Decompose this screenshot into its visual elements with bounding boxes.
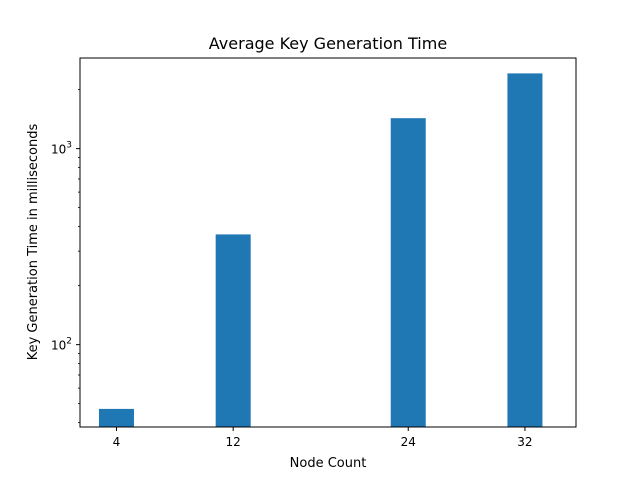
x-tick-label: 4	[113, 435, 121, 449]
bars-layer	[98, 73, 543, 428]
chart-title: Average Key Generation Time	[209, 34, 447, 53]
x-tick-label: 12	[226, 435, 241, 449]
bar-4	[98, 408, 134, 427]
x-tick-label: 32	[517, 435, 532, 449]
y-axis-ticks: 102 103	[51, 89, 80, 424]
bar-24	[390, 118, 426, 428]
bar-32	[507, 73, 543, 427]
plot-frame	[79, 57, 577, 428]
bar-12	[215, 234, 251, 427]
y-tick-label: 102	[51, 337, 72, 353]
x-tick-label: 24	[401, 435, 416, 449]
x-axis-ticks: 4 12 24 32	[113, 427, 533, 449]
y-tick-label: 103	[51, 141, 72, 157]
y-axis-label: Key Generation Time in milliseconds	[26, 124, 41, 361]
x-axis-label: Node Count	[290, 456, 367, 471]
